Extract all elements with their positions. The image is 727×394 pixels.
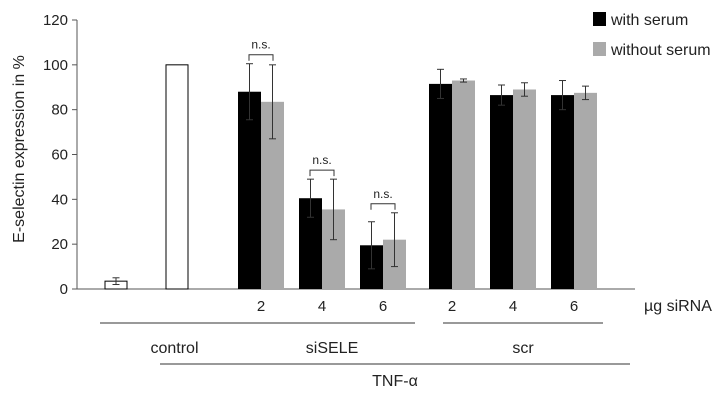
x-unit-label: µg siRNA	[644, 298, 712, 315]
y-tick-label: 60	[51, 147, 68, 164]
bar-with-serum	[238, 91, 261, 289]
bar-without-serum	[261, 101, 284, 289]
x-category-label: 6	[379, 298, 387, 315]
bar-without-serum	[452, 80, 475, 290]
legend: with serum without serum	[593, 12, 711, 59]
group-lines: control siSELE scr TNF-α	[100, 322, 630, 390]
x-category-label: 4	[318, 298, 326, 315]
y-tick-label: 120	[43, 12, 68, 29]
y-tick-label: 40	[51, 191, 68, 208]
significance-bracket	[370, 203, 396, 210]
significance-bracket	[309, 169, 335, 177]
bar-with-serum	[429, 83, 452, 289]
x-axis-labels: 2 4 6 2 4 6	[257, 298, 578, 315]
control-bar	[165, 64, 189, 290]
x-category-label: 2	[448, 298, 456, 315]
legend-label: with serum	[610, 12, 688, 29]
significance-label: n.s.	[251, 38, 270, 52]
treatment-label: TNF-α	[372, 373, 418, 389]
bar-with-serum	[490, 95, 513, 290]
group-label: scr	[512, 340, 534, 357]
y-tick-label: 20	[51, 236, 68, 253]
significance-bracket	[248, 54, 274, 61]
y-tick-label: 100	[43, 57, 68, 74]
group-label: control	[150, 340, 198, 357]
bar-without-serum	[322, 209, 345, 289]
bar-with-serum	[299, 198, 322, 289]
x-category-label: 6	[570, 298, 578, 315]
legend-label: without serum	[610, 42, 711, 59]
group-label: siSELE	[306, 340, 358, 357]
bars	[104, 63, 597, 290]
bar-without-serum	[574, 92, 597, 290]
bar-without-serum	[513, 89, 536, 289]
significance-label: n.s.	[312, 153, 331, 167]
significance-brackets: n.s. n.s. n.s.	[248, 38, 396, 210]
legend-swatch	[593, 42, 606, 56]
x-category-label: 2	[257, 298, 265, 315]
legend-swatch	[593, 12, 606, 26]
x-category-label: 4	[509, 298, 517, 315]
y-axis-title: E-selectin expression in %	[11, 55, 28, 243]
bar-with-serum	[551, 95, 574, 290]
y-tick-label: 0	[60, 281, 68, 298]
significance-label: n.s.	[373, 187, 392, 201]
y-tick-label: 80	[51, 102, 68, 119]
